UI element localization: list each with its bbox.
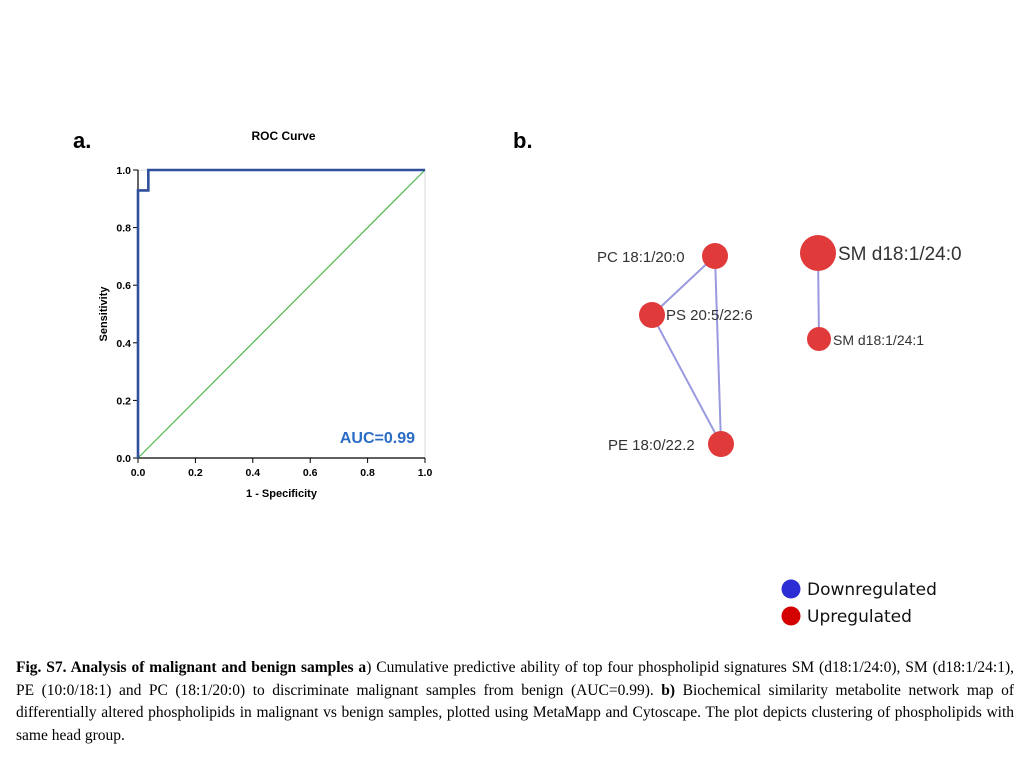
figure-caption: Fig. S7. Analysis of malignant and benig… [16,657,1014,747]
panel-label-a: a. [73,128,92,153]
caption-lead: Fig. S7. Analysis of malignant and benig… [16,659,367,676]
edge-ps-pe [651,314,722,445]
node-sm2 [807,327,831,351]
legend-label-down: Downregulated [807,580,937,600]
caption-b-marker: b) [661,681,676,699]
node-label-pc: PC 18:1/20:0 [597,249,685,266]
x-tick-label: 0.6 [303,467,318,479]
caption-part-a: ) Cumulative predictive ability of top f… [16,659,1014,699]
y-axis-title: Sensitivity [98,286,110,342]
node-pe [708,431,734,457]
node-label-pe: PE 18:0/22.2 [608,437,695,454]
node-pc [702,243,728,269]
x-tick-label: 0.4 [245,467,260,479]
caption-part-b: Biochemical similarity metabolite networ… [16,681,1014,744]
x-axis-title: 1 - Specificity [246,488,318,500]
node-ps [639,302,665,328]
chart-title: ROC Curve [251,129,315,143]
node-label-ps: PS 20:5/22:6 [666,307,753,324]
auc-annotation: AUC=0.99 [340,430,415,447]
x-tick-label: 0.8 [360,467,375,479]
y-tick-label: 1.0 [116,165,131,177]
legend-swatch-up [781,606,801,626]
panel-label-b: b. [513,128,533,153]
edge-pc-pe [714,255,722,445]
y-tick-label: 0.8 [116,223,131,235]
x-tick-label: 1.0 [418,467,433,479]
y-tick-label: 0.6 [116,280,131,292]
node-label-sm2: SM d18:1/24:1 [833,332,924,348]
y-tick-label: 0.0 [116,453,131,465]
y-tick-label: 0.2 [116,395,131,407]
node-sm1 [800,235,836,271]
y-tick-label: 0.4 [116,338,131,350]
node-label-sm1: SM d18:1/24:0 [838,244,962,265]
reference-diagonal-line [137,169,426,459]
legend-swatch-down [781,579,801,599]
x-tick-label: 0.2 [188,467,203,479]
roc-curve-line [136,168,425,458]
x-tick-label: 0.0 [131,467,146,479]
legend-label-up: Upregulated [807,607,912,627]
edge-pc-ps [651,255,716,316]
